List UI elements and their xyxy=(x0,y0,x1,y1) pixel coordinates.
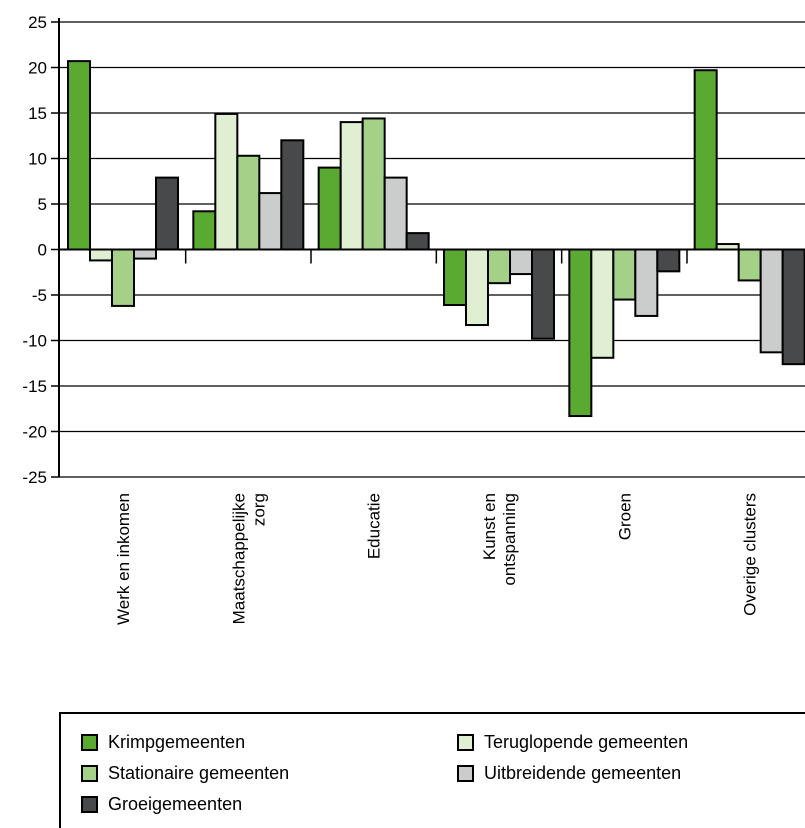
legend-swatch xyxy=(457,765,474,782)
bar xyxy=(258,192,283,251)
category-label-line: zorg xyxy=(249,493,268,526)
legend-label: Krimpgemeenten xyxy=(108,732,246,752)
bar xyxy=(781,248,805,366)
bar xyxy=(487,248,511,285)
bar xyxy=(192,210,217,251)
legend-label: Stationaire gemeenten xyxy=(108,763,290,783)
legend-swatch xyxy=(81,765,98,782)
axes xyxy=(51,18,805,478)
bar xyxy=(339,121,364,251)
category-label-line: Kunst en xyxy=(480,493,499,560)
bar-chart: 25 20 15 10 5 0 -5 -10 -15 -20 -25 Werk en inkomen… xyxy=(22,13,805,625)
category-label-line: Groen xyxy=(615,493,634,540)
category-label-line: Maatschappelijke xyxy=(229,493,248,624)
legend-item-uitbreidende-gemeenten: Uitbreidende gemeenten xyxy=(457,763,681,784)
bar xyxy=(531,248,555,340)
category-labels: Werk en inkomen Maatschappelijke zorg Educa… xyxy=(114,493,760,625)
bar xyxy=(568,248,593,418)
bar xyxy=(465,248,489,327)
bar xyxy=(634,248,659,317)
legend-label: Groeigemeenten xyxy=(108,794,243,814)
bar xyxy=(656,248,681,273)
category-label: Overige clusters xyxy=(741,493,760,616)
category-label-line: Overige clusters xyxy=(741,493,760,616)
bar xyxy=(89,248,113,262)
y-tick-label: 0 xyxy=(38,241,47,260)
bar xyxy=(737,248,762,282)
y-tick-label: -15 xyxy=(22,377,47,396)
bar xyxy=(612,248,637,301)
bar xyxy=(361,117,386,251)
y-tick-label: -10 xyxy=(22,332,47,351)
y-tick-label: 5 xyxy=(38,195,47,214)
legend-item-krimpgemeenten: Krimpgemeenten xyxy=(81,732,245,753)
bar xyxy=(133,248,157,260)
legend-swatch xyxy=(457,734,474,751)
bar xyxy=(443,248,467,307)
y-tick-label: -25 xyxy=(22,468,47,487)
bar xyxy=(111,248,135,307)
category-label-line: ontspanning xyxy=(500,493,519,586)
bar xyxy=(693,69,718,251)
y-tick-label: 15 xyxy=(28,104,47,123)
y-tick-label: -5 xyxy=(32,286,47,305)
bar xyxy=(383,176,408,251)
legend-label: Teruglopende gemeenten xyxy=(484,732,689,752)
category-label: Maatschappelijke zorg xyxy=(229,493,268,624)
y-tick-label: 20 xyxy=(28,59,47,78)
y-tick-label: 25 xyxy=(28,13,47,32)
bar xyxy=(590,248,615,359)
category-label: Werk en inkomen xyxy=(114,493,133,625)
bar xyxy=(214,112,239,251)
bar xyxy=(317,166,342,251)
bar xyxy=(236,154,261,251)
category-label: Kunst en ontspanning xyxy=(480,493,519,586)
category-label-line: Werk en inkomen xyxy=(114,493,133,625)
bars xyxy=(67,60,805,418)
legend: Krimpgemeenten Teruglopende gemeenten St… xyxy=(59,712,805,828)
bar xyxy=(155,176,179,251)
legend-label: Uitbreidende gemeenten xyxy=(484,763,682,783)
bar xyxy=(280,139,305,251)
category-label: Groen xyxy=(615,493,634,540)
bar xyxy=(759,248,784,354)
legend-swatch xyxy=(81,734,98,751)
legend-item-groeigemeenten: Groeigemeenten xyxy=(81,794,242,815)
y-tick-label: 10 xyxy=(28,150,47,169)
legend-item-stationaire-gemeenten: Stationaire gemeenten xyxy=(81,763,289,784)
category-label-line: Educatie xyxy=(365,493,384,559)
legend-swatch xyxy=(81,796,98,813)
bar xyxy=(509,248,533,276)
category-label: Educatie xyxy=(365,493,384,559)
legend-item-teruglopende-gemeenten: Teruglopende gemeenten xyxy=(457,732,688,753)
bar xyxy=(405,232,430,251)
y-tick-label: -20 xyxy=(22,423,47,442)
bar xyxy=(67,60,91,251)
y-tick-labels: 25 20 15 10 5 0 -5 -10 -15 -20 -25 xyxy=(22,13,47,487)
